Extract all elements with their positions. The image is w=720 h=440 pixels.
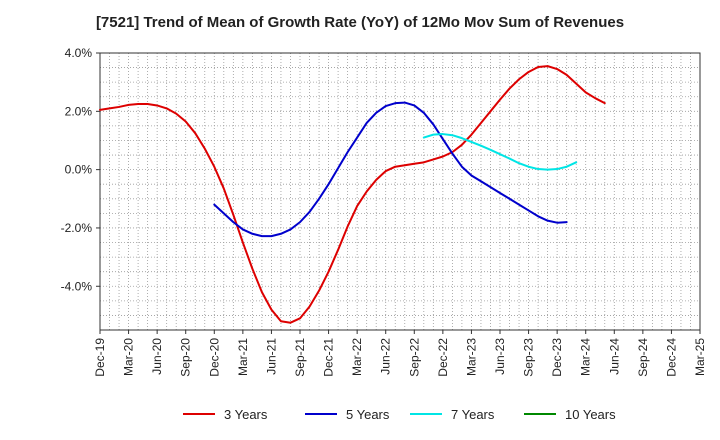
x-tick-label: Mar-25 <box>693 338 707 376</box>
x-tick-label: Dec-19 <box>93 338 107 377</box>
x-tick-label: Mar-23 <box>464 338 478 376</box>
chart-title: [7521] Trend of Mean of Growth Rate (YoY… <box>95 14 625 31</box>
x-tick-label: Dec-20 <box>207 338 221 377</box>
plot-area <box>100 53 700 330</box>
legend-label: 3 Years <box>224 407 268 422</box>
plot-frame <box>99 52 701 331</box>
x-tick-label: Mar-21 <box>236 338 250 376</box>
x-tick-label: Jun-22 <box>379 338 393 375</box>
legend-label: 5 Years <box>346 407 390 422</box>
y-tick-label: 4.0% <box>65 46 93 60</box>
x-tick-label: Mar-22 <box>350 338 364 376</box>
x-tick-label: Sep-21 <box>293 338 307 377</box>
legend-label: 7 Years <box>451 407 495 422</box>
x-tick-label: Sep-20 <box>179 338 193 377</box>
series-line-3-years <box>99 65 606 324</box>
x-tick-label: Dec-22 <box>436 338 450 377</box>
y-tick-label: -2.0% <box>61 221 93 235</box>
y-tick-label: -4.0% <box>61 279 93 293</box>
x-tick-label: Sep-23 <box>522 338 536 377</box>
x-tick-label: Jun-20 <box>150 338 164 375</box>
x-tick-label: Dec-21 <box>322 338 336 377</box>
x-tick-label: Jun-23 <box>493 338 507 375</box>
x-tick-label: Sep-24 <box>636 338 650 377</box>
series-line-7-years <box>422 133 578 171</box>
x-tick-label: Sep-22 <box>407 338 421 377</box>
x-tick-label: Dec-23 <box>550 338 564 377</box>
x-tick-label: Jun-21 <box>264 338 278 375</box>
x-tick-label: Jun-24 <box>607 338 621 375</box>
legend-label: 10 Years <box>565 407 616 422</box>
x-tick-label: Mar-20 <box>122 338 136 376</box>
x-tick-label: Dec-24 <box>664 338 678 377</box>
y-tick-label: 2.0% <box>65 104 93 118</box>
series-line-5-years <box>213 101 568 238</box>
y-tick-label: 0.0% <box>65 163 93 177</box>
x-tick-label: Mar-24 <box>579 338 593 376</box>
